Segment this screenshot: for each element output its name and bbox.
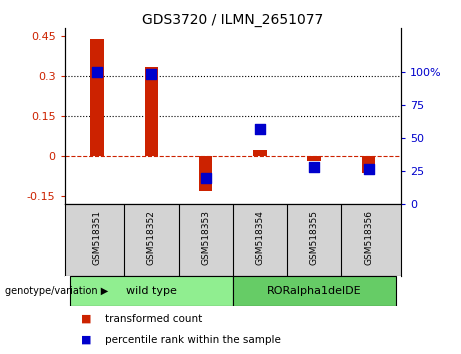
Text: GSM518356: GSM518356 — [364, 210, 373, 265]
Bar — [199, 156, 213, 191]
Text: wild type: wild type — [126, 286, 177, 296]
Text: genotype/variation ▶: genotype/variation ▶ — [5, 286, 108, 296]
Bar — [307, 156, 321, 161]
Title: GDS3720 / ILMN_2651077: GDS3720 / ILMN_2651077 — [142, 13, 324, 27]
Text: ■: ■ — [82, 335, 92, 344]
Point — [148, 71, 155, 76]
Point — [256, 126, 264, 132]
Point — [365, 166, 372, 171]
Bar — [90, 39, 104, 156]
Bar — [362, 156, 375, 173]
Text: GSM518351: GSM518351 — [93, 210, 101, 265]
Point — [94, 69, 101, 75]
Text: GSM518355: GSM518355 — [310, 210, 319, 265]
Point — [202, 175, 209, 181]
Text: GSM518354: GSM518354 — [255, 210, 265, 265]
Bar — [233, 275, 396, 306]
Text: GSM518352: GSM518352 — [147, 210, 156, 265]
Text: percentile rank within the sample: percentile rank within the sample — [105, 335, 281, 344]
Bar — [70, 275, 233, 306]
Text: ■: ■ — [82, 314, 92, 324]
Text: RORalpha1delDE: RORalpha1delDE — [267, 286, 361, 296]
Bar — [253, 149, 267, 156]
Point — [311, 164, 318, 170]
Text: transformed count: transformed count — [105, 314, 202, 324]
Text: GSM518353: GSM518353 — [201, 210, 210, 265]
Bar — [145, 67, 158, 156]
